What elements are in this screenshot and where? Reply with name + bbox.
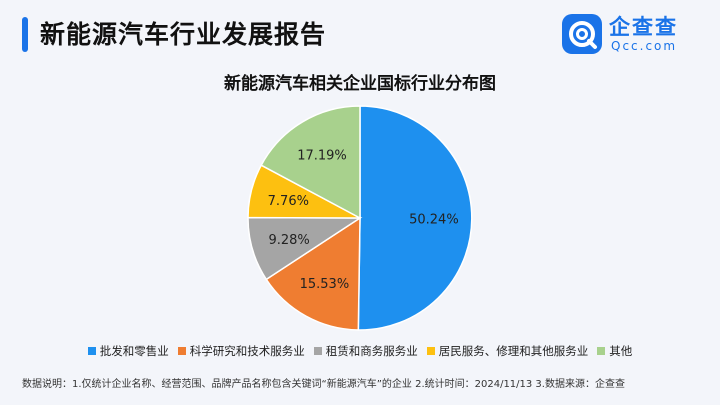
pie-data-label: 50.24% (409, 213, 459, 228)
legend-item: 租赁和商务服务业 (313, 343, 418, 359)
legend-item: 其他 (597, 343, 632, 359)
chart-legend: 批发和零售业 科学研究和技术服务业 租赁和商务服务业 居民服务、修理和其他服务业 其他 (0, 343, 720, 359)
pie-data-label: 15.53% (300, 277, 350, 292)
legend-swatch (177, 347, 186, 355)
logo-url: Qcc.com (611, 39, 678, 53)
chart-title: 新能源汽车相关企业国标行业分布图 (224, 74, 496, 94)
legend-swatch (426, 347, 435, 355)
brand-logo: 企查查 Qcc.com (562, 14, 692, 60)
legend-label: 批发和零售业 (99, 344, 169, 358)
legend-item: 居民服务、修理和其他服务业 (426, 343, 589, 359)
pie-slice (260, 105, 361, 220)
logo-name: 企查查 (609, 15, 678, 39)
pie-data-label: 9.28% (268, 233, 309, 248)
legend-swatch (87, 347, 96, 355)
header-accent-bar (22, 17, 28, 52)
pie-slice (357, 105, 473, 331)
legend-swatch (597, 347, 606, 355)
legend-label: 科学研究和技术服务业 (189, 344, 305, 358)
legend-item: 科学研究和技术服务业 (177, 343, 305, 359)
page-title: 新能源汽车行业发展报告 (40, 20, 327, 49)
legend-swatch (313, 347, 322, 355)
legend-label: 其他 (609, 344, 633, 358)
pie-data-label: 7.76% (268, 194, 309, 209)
legend-item: 批发和零售业 (87, 343, 169, 359)
legend-label: 居民服务、修理和其他服务业 (438, 344, 589, 358)
pie-data-label: 17.19% (297, 149, 347, 164)
qcc-logo-icon (562, 14, 602, 54)
pie-slice (265, 216, 361, 331)
data-footnote: 数据说明：1.仅统计企业名称、经营范围、品牌产品名称包含关键词“新能源汽车”的企… (22, 379, 625, 390)
legend-label: 租赁和商务服务业 (325, 344, 418, 358)
